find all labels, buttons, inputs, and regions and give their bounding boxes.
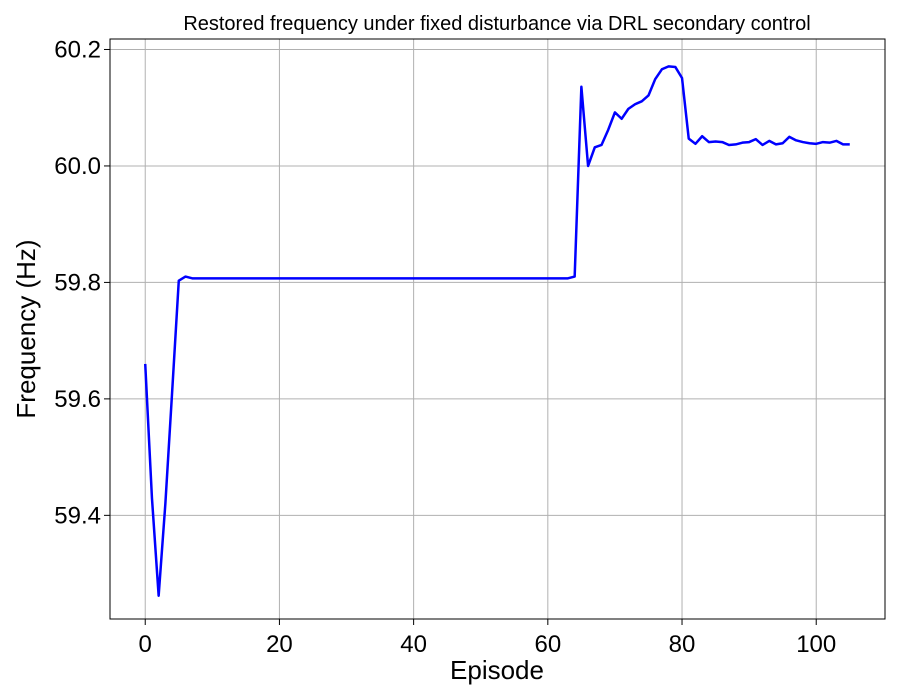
- ticks: 0 20 40 60 80 100 59.4 59.6 59.8 60.0 60.2: [54, 36, 836, 658]
- plot-area: [143, 65, 850, 597]
- x-axis-label: Episode: [450, 655, 544, 685]
- x-tick-label: 0: [139, 631, 152, 658]
- y-tick-label: 59.6: [54, 386, 101, 413]
- x-tick-label: 40: [400, 631, 427, 658]
- x-tick-label: 100: [796, 631, 836, 658]
- x-tick-label: 20: [266, 631, 293, 658]
- x-tick-label: 80: [669, 631, 696, 658]
- chart-title: Restored frequency under fixed disturban…: [183, 13, 810, 35]
- y-axis-label: Frequency (Hz): [11, 239, 41, 418]
- frequency-series-line: [143, 65, 850, 597]
- grid: [110, 39, 885, 619]
- y-tick-label: 59.4: [54, 502, 101, 529]
- y-tick-label: 60.2: [54, 36, 101, 63]
- axes-frame: [109, 38, 886, 620]
- y-tick-label: 59.8: [54, 269, 101, 296]
- y-tick-label: 60.0: [54, 153, 101, 180]
- x-tick-label: 60: [534, 631, 561, 658]
